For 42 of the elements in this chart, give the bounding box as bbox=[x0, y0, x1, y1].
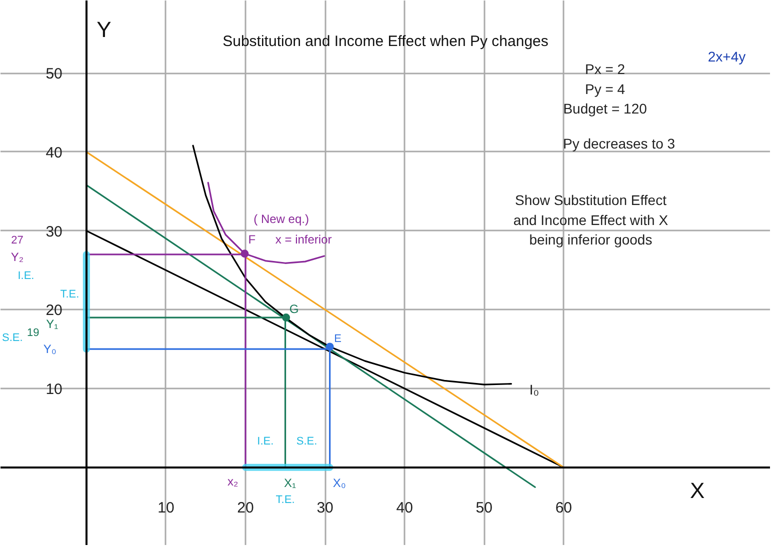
annotation: E bbox=[334, 332, 342, 345]
x-tick-label: 50 bbox=[476, 499, 492, 516]
y-tick-label: 10 bbox=[46, 381, 62, 398]
annotation: X₁ bbox=[284, 476, 296, 490]
x-tick-label: 10 bbox=[158, 499, 174, 516]
annotation: X₀ bbox=[332, 476, 346, 490]
annotation: I.E. bbox=[18, 270, 34, 282]
y-tick-label: 40 bbox=[46, 144, 62, 162]
annotation: I.E. bbox=[257, 435, 274, 448]
y-axis-title: Y bbox=[96, 17, 112, 42]
annotation: 2x+4y bbox=[708, 48, 746, 64]
annotation: being inferior goods bbox=[529, 231, 652, 248]
annotation: Show Substitution Effect bbox=[514, 192, 667, 208]
annotation: 27 bbox=[11, 234, 24, 246]
text: Substitution and Income Effect when Py changes bbox=[222, 33, 548, 50]
annotation: Py = 4 bbox=[585, 80, 626, 97]
annotation: T.E. bbox=[276, 494, 295, 506]
annotation: 19 bbox=[26, 326, 40, 339]
annotation: I₀ bbox=[529, 381, 540, 398]
annotation: x₂ bbox=[227, 474, 238, 489]
x-tick-label: 40 bbox=[396, 499, 413, 516]
annotation: S.E. bbox=[2, 332, 23, 344]
annotation: G bbox=[289, 302, 299, 316]
x-tick-label: 20 bbox=[237, 499, 254, 516]
annotation: S.E. bbox=[296, 435, 318, 448]
annotation: Py decreases to 3 bbox=[562, 135, 676, 152]
annotation: Y₁ bbox=[46, 316, 58, 331]
annotation: Y₂ bbox=[10, 250, 24, 264]
annotation: Budget = 120 bbox=[563, 100, 648, 117]
y-tick-label: 30 bbox=[46, 223, 62, 240]
annotation: F bbox=[248, 232, 256, 246]
annotation: and Income Effect with X bbox=[513, 212, 669, 228]
x-axis-title: X bbox=[690, 478, 705, 503]
y-tick-label: 50 bbox=[46, 66, 62, 83]
annotation: ( New eq.) bbox=[254, 212, 309, 226]
y-tick-label: 20 bbox=[46, 302, 62, 320]
x-tick-label: 60 bbox=[555, 499, 572, 516]
annotation: T.E. bbox=[60, 288, 80, 301]
annotation: Y₀ bbox=[43, 342, 56, 356]
annotation: Px = 2 bbox=[585, 61, 626, 78]
annotation: x = inferior bbox=[275, 232, 332, 246]
x-tick-label: 30 bbox=[316, 499, 334, 516]
